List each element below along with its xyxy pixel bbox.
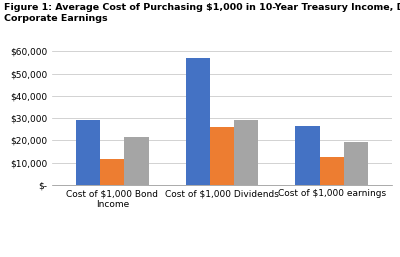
Text: Figure 1: Average Cost of Purchasing $1,000 in 10-Year Treasury Income, Dividend: Figure 1: Average Cost of Purchasing $1,… bbox=[4, 3, 400, 23]
Bar bbox=[76, 121, 100, 185]
Bar bbox=[124, 137, 148, 185]
Bar bbox=[210, 127, 234, 185]
Bar bbox=[234, 121, 258, 185]
Bar bbox=[344, 142, 368, 185]
Bar bbox=[100, 159, 124, 185]
Bar bbox=[296, 126, 320, 185]
Bar bbox=[186, 58, 210, 185]
Bar bbox=[320, 157, 344, 185]
